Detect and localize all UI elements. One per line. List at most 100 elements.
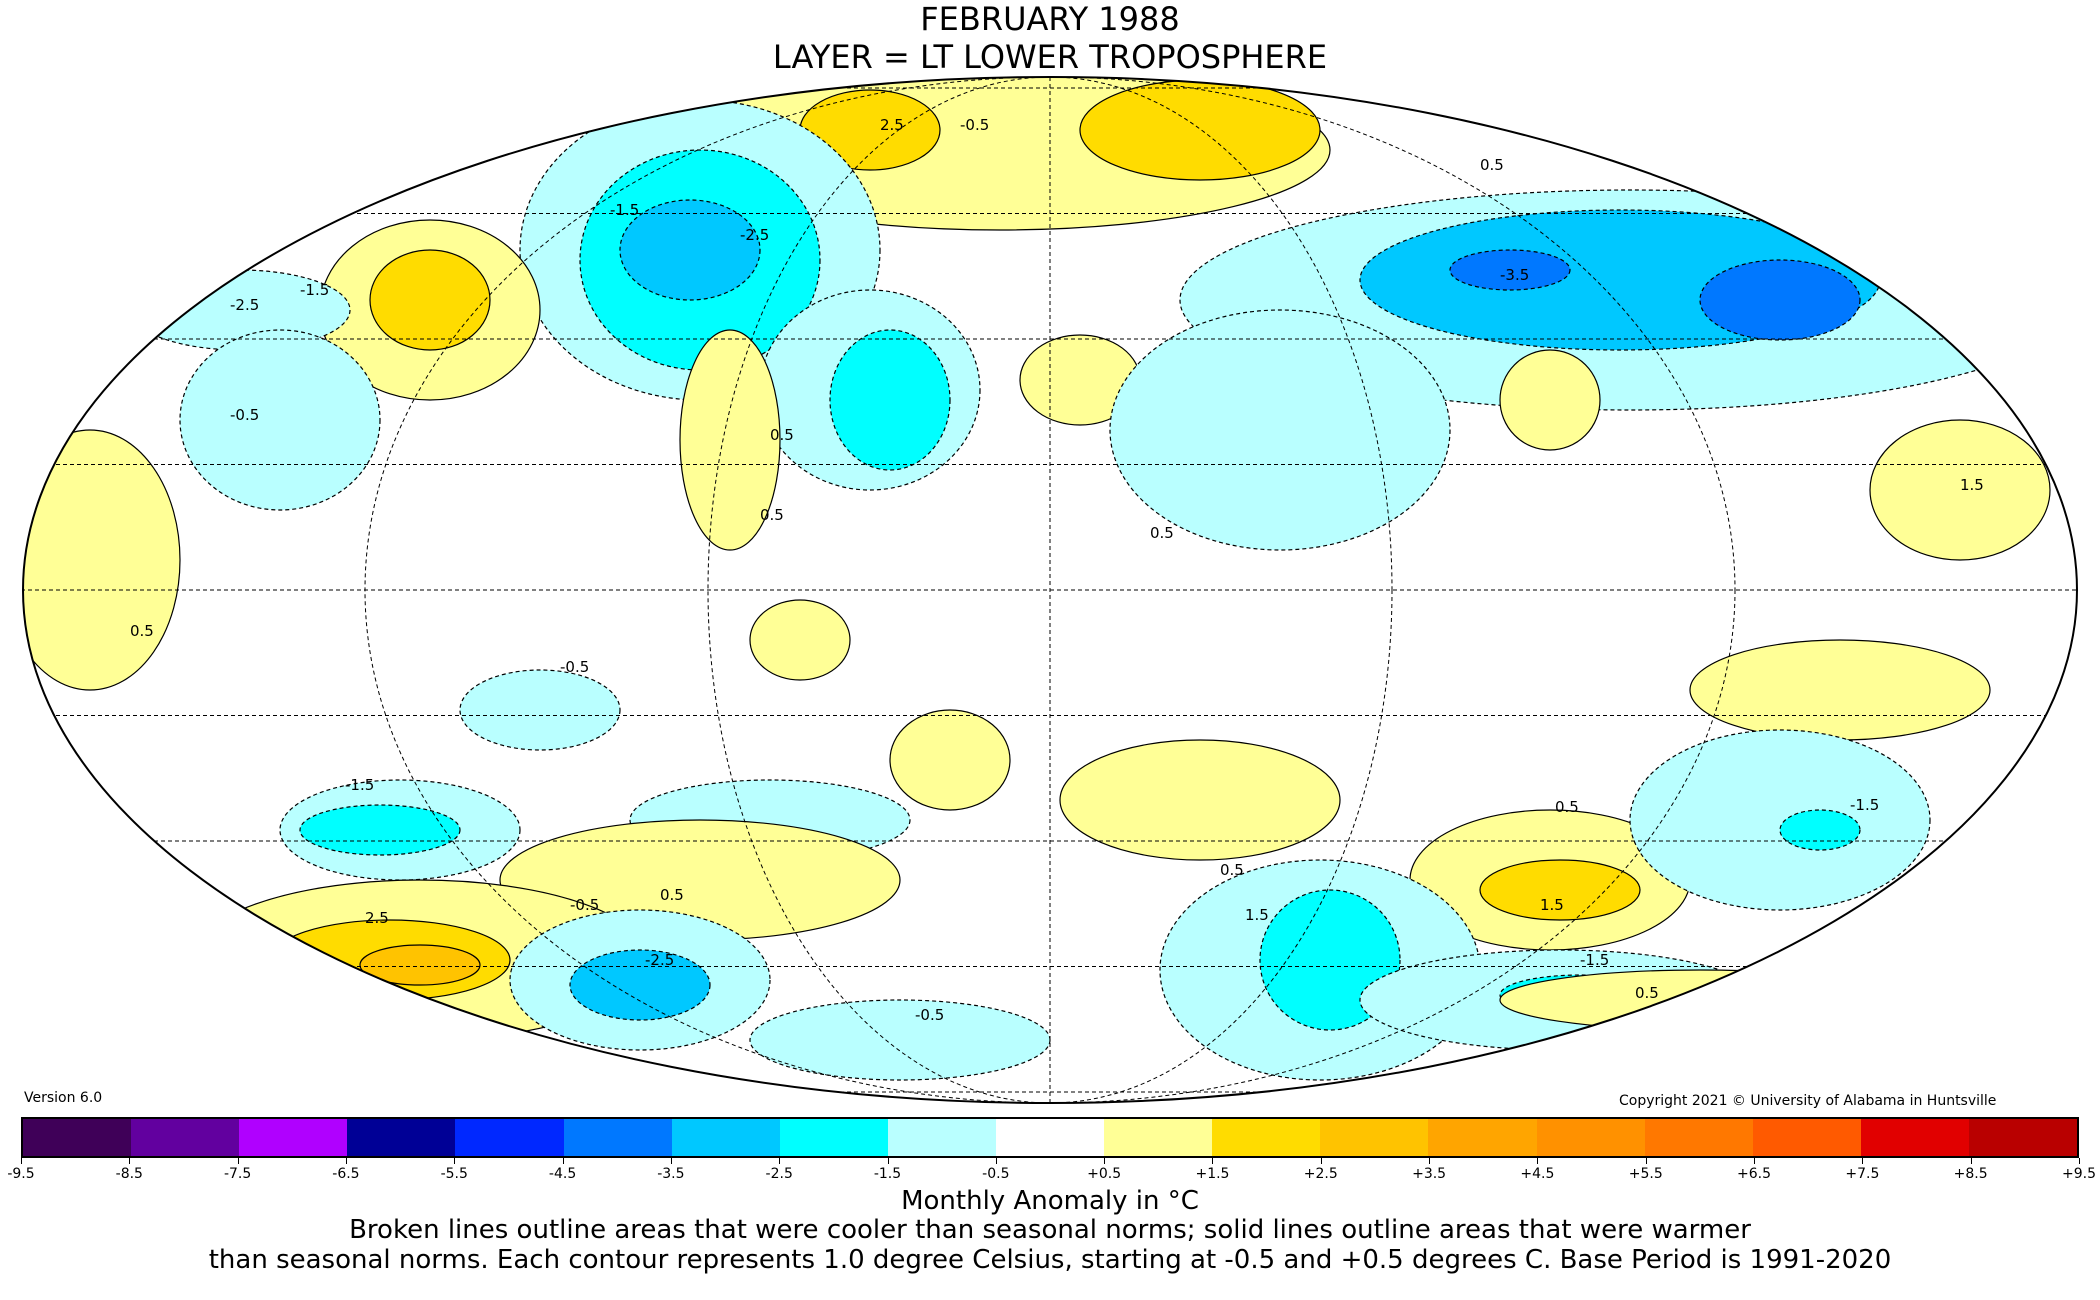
- tick-label: +1.5: [1195, 1166, 1230, 1182]
- warm-anomaly-region: [359, 944, 481, 986]
- contour-label: 1.5: [1245, 906, 1269, 924]
- tick-mark: [1320, 1158, 1322, 1164]
- colorbar-bin: [1860, 1119, 1969, 1156]
- colorbar-bin: [1752, 1119, 1861, 1156]
- warm-anomaly-region: [1059, 739, 1341, 861]
- tick-mark: [21, 1158, 22, 1164]
- warm-anomaly-region: [1499, 349, 1601, 451]
- tick-label: +7.5: [1845, 1166, 1880, 1182]
- tick-label: -4.5: [548, 1166, 577, 1182]
- cool-anomaly-region: [179, 329, 381, 511]
- tick-mark: [1970, 1158, 1972, 1164]
- tick-label: +8.5: [1953, 1166, 1988, 1182]
- colorbar-bin: [1968, 1119, 2078, 1156]
- tick-mark: [779, 1158, 781, 1164]
- contour-label: 0.5: [1635, 984, 1659, 1002]
- tick-mark: [887, 1158, 889, 1164]
- tick-label: -1.5: [873, 1166, 902, 1182]
- tick-label: +9.5: [2062, 1166, 2096, 1182]
- colorbar-bin: [563, 1119, 672, 1156]
- contour-label: -0.5: [570, 896, 599, 914]
- tick-label: -5.5: [440, 1166, 468, 1182]
- cool-anomaly-region: [829, 329, 951, 471]
- contour-labels: 2.5 -0.5 -1.5 -2.5 -3.5 0.5 1.5 -0.5 0.5 -2.5 -1.5…: [130, 116, 1984, 1024]
- colorbar-bin: [887, 1119, 996, 1156]
- colorbar-bin: [1644, 1119, 1753, 1156]
- contour-label: -1.5: [610, 201, 639, 219]
- legend-note-2: than seasonal norms. Each contour repres…: [208, 1245, 1892, 1275]
- contour-label: -1.5: [1850, 796, 1879, 814]
- warm-anomaly-region: [889, 709, 1011, 811]
- tick-mark: [1104, 1158, 1106, 1164]
- cool-anomaly-region: [459, 669, 621, 751]
- contour-label: 0.5: [1220, 861, 1244, 879]
- warm-anomaly-region: [23, 429, 181, 691]
- colorbar-bin: [455, 1119, 564, 1156]
- colorbar-bin: [1212, 1119, 1321, 1156]
- map-subtitle: LAYER = LT LOWER TROPOSPHERE: [772, 38, 1328, 76]
- tick-label: +6.5: [1737, 1166, 1772, 1182]
- cool-anomaly-region: [1449, 249, 1571, 291]
- tick-mark: [1537, 1158, 1539, 1164]
- colorbar-bin: [779, 1119, 888, 1156]
- tick-mark: [1429, 1158, 1431, 1164]
- contour-label: -0.5: [560, 658, 589, 676]
- legend-title: Monthly Anomaly in °C: [901, 1186, 1199, 1216]
- cool-anomaly-region: [1699, 259, 1861, 341]
- contour-label: 0.5: [130, 622, 154, 640]
- legend-note-1: Broken lines outline areas that were coo…: [349, 1215, 1751, 1245]
- tick-mark: [454, 1158, 456, 1164]
- colorbar-bin: [671, 1119, 780, 1156]
- cool-anomaly-region: [1109, 309, 1451, 551]
- cool-anomaly-region: [619, 199, 761, 301]
- tick-label: -0.5: [982, 1166, 1010, 1182]
- cool-anomaly-region: [569, 949, 711, 1021]
- colorbar-bin: [347, 1119, 456, 1156]
- contour-label: -3.5: [1500, 266, 1529, 284]
- map-border: [22, 76, 2078, 1104]
- tick-mark: [237, 1158, 239, 1164]
- contour-label: 2.5: [880, 116, 904, 134]
- colorbar: [21, 1117, 2079, 1158]
- tick-label: +5.5: [1628, 1166, 1663, 1182]
- cool-anomaly-region: [1629, 729, 1931, 911]
- contour-label: -1.5: [1580, 951, 1609, 969]
- tick-mark: [345, 1158, 347, 1164]
- tick-mark: [670, 1158, 672, 1164]
- colorbar-bin: [1536, 1119, 1645, 1156]
- meridian-line: [364, 77, 1736, 1103]
- tick-mark: [2079, 1158, 2080, 1164]
- tick-label: -7.5: [223, 1166, 252, 1182]
- contour-label: -0.5: [915, 1006, 944, 1024]
- warm-anomaly-region: [1479, 859, 1641, 921]
- contour-label: 0.5: [1150, 524, 1174, 542]
- contour-label: -0.5: [230, 406, 259, 424]
- contour-label: -2.5: [740, 226, 769, 244]
- tick-mark: [1754, 1158, 1756, 1164]
- tick-mark: [995, 1158, 997, 1164]
- warm-anomaly-region: [369, 249, 491, 351]
- tick-mark: [1212, 1158, 1214, 1164]
- colorbar-bin: [131, 1119, 240, 1156]
- warm-anomaly-region: [1689, 639, 1991, 741]
- contour-label: 0.5: [1480, 156, 1504, 174]
- tick-label: +3.5: [1412, 1166, 1447, 1182]
- contour-label: 1.5: [1540, 896, 1564, 914]
- contour-label: -1.5: [345, 776, 374, 794]
- contour-label: 0.5: [770, 426, 794, 444]
- colorbar-bin: [1320, 1119, 1429, 1156]
- tick-label: +0.5: [1087, 1166, 1122, 1182]
- tick-label: -6.5: [332, 1166, 360, 1182]
- tick-label: -2.5: [765, 1166, 793, 1182]
- anomaly-map: 2.5 -0.5 -1.5 -2.5 -3.5 0.5 1.5 -0.5 0.5 -2.5 -1.5…: [22, 76, 2078, 1104]
- contour-label: -0.5: [960, 116, 989, 134]
- contour-label: 2.5: [365, 909, 389, 927]
- tick-label: +2.5: [1303, 1166, 1338, 1182]
- warm-anomaly-region: [1869, 419, 2051, 561]
- cool-anomaly-region: [749, 999, 1051, 1081]
- tick-label: +4.5: [1520, 1166, 1555, 1182]
- tick-label: -3.5: [657, 1166, 685, 1182]
- contour-label: -1.5: [300, 281, 329, 299]
- tick-label: -9.5: [7, 1166, 35, 1182]
- anomaly-fields: [23, 77, 2077, 1081]
